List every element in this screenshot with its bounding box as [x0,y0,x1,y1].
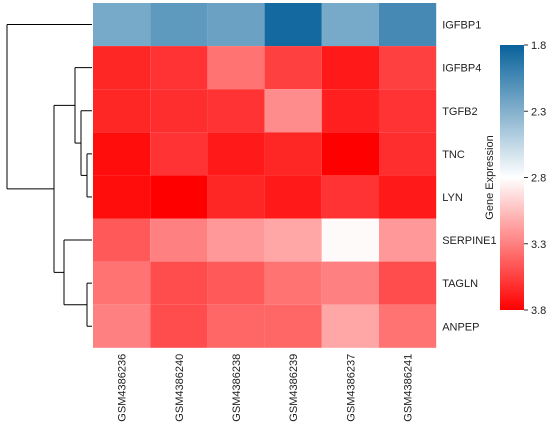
colorbar-tick-label: 2.3 [531,106,546,118]
colorbar-tick-label: 3.8 [531,305,546,317]
heatmap-cell-anpep-gsm4386238 [207,304,265,348]
heatmap-cell-lyn-gsm4386238 [207,175,265,219]
heatmap-cell-igfbp4-gsm4386238 [207,46,265,90]
row-labels: IGFBP1 IGFBP4 TGFB2 TNC LYN SERPINE1 TAGLN ANPE… [442,20,496,334]
heatmap-cell-igfbp1-gsm4386241 [379,3,437,47]
heatmap-cell-serpine1-gsm4386236 [93,218,151,262]
heatmap-cell-tagln-gsm4386241 [379,261,437,305]
column-labels: GSM4386236 GSM4386240 GSM4386238 GSM4386239… [117,354,415,422]
heatmap-cell-tnc-gsm4386241 [379,132,437,176]
heatmap-cell-tgfb2-gsm4386240 [150,89,208,133]
heatmap-cell-igfbp4-gsm4386241 [379,46,437,90]
heatmap-cell-tgfb2-gsm4386239 [264,89,322,133]
heatmap-cell-igfbp4-gsm4386239 [264,46,322,90]
row-label-tnc: TNC [442,149,465,161]
row-label-igfbp4: IGFBP4 [442,63,481,75]
heatmap-cell-anpep-gsm4386237 [321,304,379,348]
heatmap-cell-igfbp1-gsm4386238 [207,3,265,47]
heatmap-cell-serpine1-gsm4386241 [379,218,437,262]
heatmap-cell-serpine1-gsm4386237 [321,218,379,262]
colorbar-tick-label: 1.8 [531,40,546,52]
column-label-gsm4386238: GSM4386238 [231,354,243,422]
heatmap-cell-serpine1-gsm4386238 [207,218,265,262]
heatmap-cell-tgfb2-gsm4386238 [207,89,265,133]
heatmap-cell-serpine1-gsm4386240 [150,218,208,262]
heatmap-cell-tgfb2-gsm4386236 [93,89,151,133]
column-label-gsm4386237: GSM4386237 [345,354,357,422]
heatmap-cell-anpep-gsm4386236 [93,304,151,348]
column-label-gsm4386240: GSM4386240 [174,354,186,422]
heatmap-cell-tnc-gsm4386240 [150,132,208,176]
row-label-tgfb2: TGFB2 [442,106,477,118]
heatmap-cell-tgfb2-gsm4386237 [321,89,379,133]
heatmap-cell-igfbp1-gsm4386236 [93,3,151,47]
colorbar-tick-label: 2.8 [531,173,546,185]
heatmap-cell-lyn-gsm4386240 [150,175,208,219]
row-label-igfbp1: IGFBP1 [442,20,481,32]
heatmap-cell-tgfb2-gsm4386241 [379,89,437,133]
heatmap-cell-igfbp1-gsm4386237 [321,3,379,47]
colorbar [500,45,524,310]
row-label-tagln: TAGLN [442,278,478,290]
heatmap-cell-serpine1-gsm4386239 [264,218,322,262]
heatmap-cell-tnc-gsm4386236 [93,132,151,176]
heatmap-cell-igfbp1-gsm4386239 [264,3,322,47]
heatmap-cells [93,3,437,348]
row-label-anpep: ANPEP [442,321,479,333]
heatmap-cell-igfbp4-gsm4386237 [321,46,379,90]
row-label-serpine1: SERPINE1 [442,235,496,247]
heatmap-cell-igfbp1-gsm4386240 [150,3,208,47]
colorbar-title: Gene Expression [484,135,496,219]
heatmap-cell-tagln-gsm4386236 [93,261,151,305]
heatmap-cell-igfbp4-gsm4386240 [150,46,208,90]
colorbar-ticks: 1.8 2.3 2.8 3.3 3.8 [524,40,546,317]
heatmap-cell-lyn-gsm4386237 [321,175,379,219]
color-legend: Gene Expression 1.8 2.3 2.8 3.3 3.8 [484,40,546,317]
heatmap-cell-tagln-gsm4386238 [207,261,265,305]
heatmap-cell-anpep-gsm4386239 [264,304,322,348]
heatmap-cell-lyn-gsm4386239 [264,175,322,219]
column-label-gsm4386236: GSM4386236 [117,354,129,422]
column-label-gsm4386241: GSM4386241 [403,354,415,422]
heatmap-cell-tnc-gsm4386238 [207,132,265,176]
row-dendrogram [6,24,92,327]
heatmap-cell-igfbp4-gsm4386236 [93,46,151,90]
colorbar-tick-label: 3.3 [531,239,546,251]
heatmap-cell-lyn-gsm4386241 [379,175,437,219]
row-label-lyn: LYN [442,192,463,204]
heatmap-cell-tagln-gsm4386240 [150,261,208,305]
column-label-gsm4386239: GSM4386239 [288,354,300,422]
heatmap-cell-anpep-gsm4386241 [379,304,437,348]
heatmap-cell-lyn-gsm4386236 [93,175,151,219]
heatmap-cell-tagln-gsm4386237 [321,261,379,305]
heatmap-cell-tnc-gsm4386237 [321,132,379,176]
heatmap-cell-tagln-gsm4386239 [264,261,322,305]
heatmap-cell-tnc-gsm4386239 [264,132,322,176]
heatmap-cell-anpep-gsm4386240 [150,304,208,348]
